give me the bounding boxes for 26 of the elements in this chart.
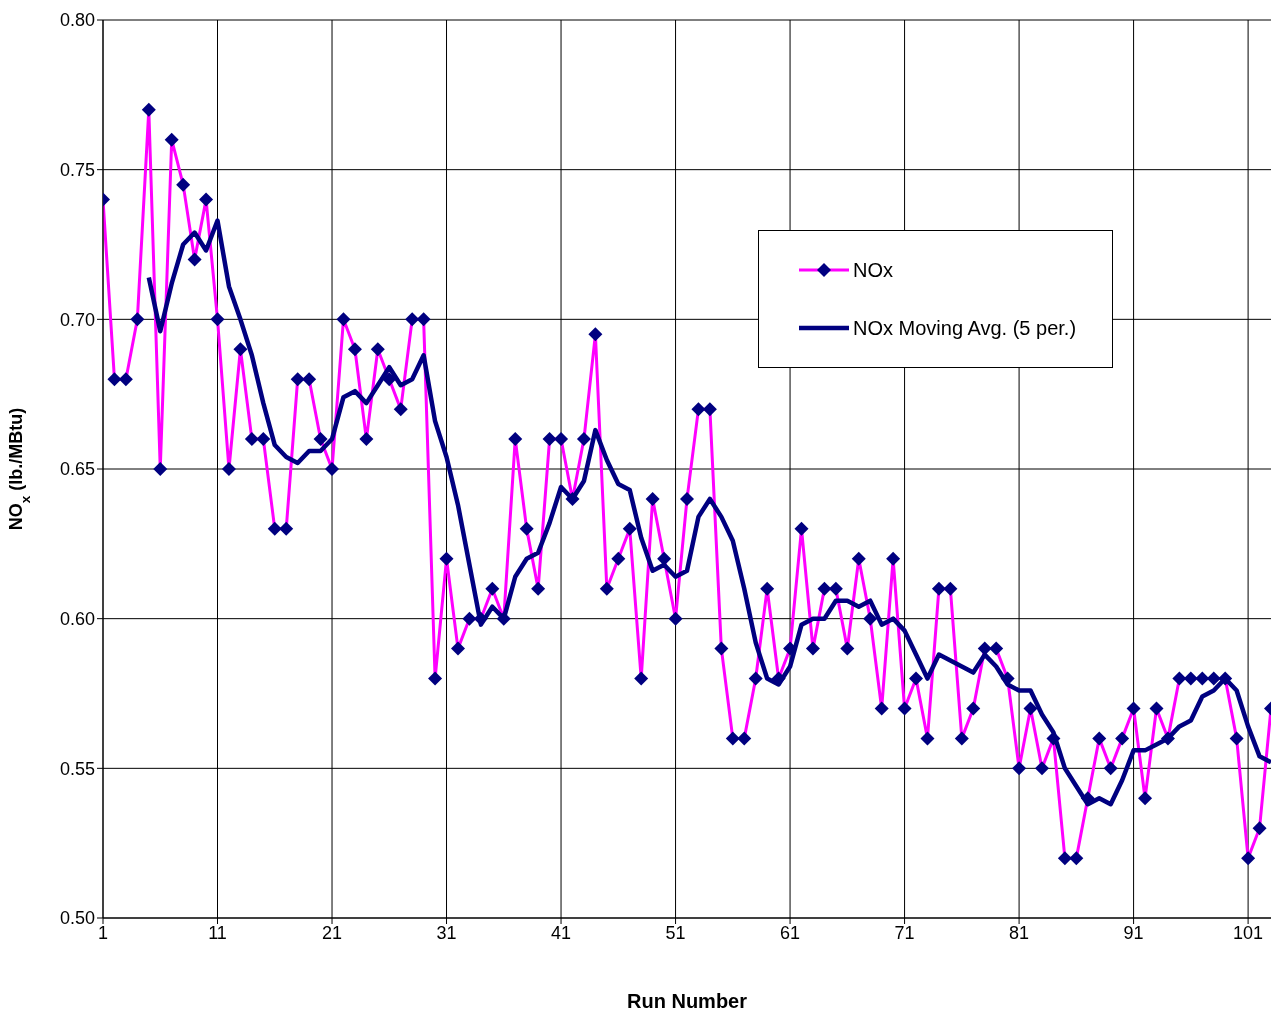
x-tick-label: 11 [208, 922, 227, 943]
point [496, 611, 511, 626]
x-tick-label: 31 [436, 922, 457, 943]
x-tick-label: 91 [1123, 922, 1144, 943]
y-tick-label: 0.55 [59, 758, 95, 779]
x-tick-label: 41 [551, 922, 572, 943]
x-tick-label: 71 [894, 922, 915, 943]
x-tick-label: 81 [1009, 922, 1030, 943]
y-tick-label: 0.60 [59, 609, 95, 630]
point [1160, 731, 1175, 746]
x-tick-label: 1 [97, 922, 109, 943]
x-tick-label: 61 [780, 922, 801, 943]
x-tick-label: 21 [322, 922, 343, 943]
y-tick-label: 0.50 [59, 908, 95, 929]
legend-label: NOx [853, 258, 893, 283]
x-tick-label: 101 [1233, 922, 1264, 943]
x-tick-label: 51 [665, 922, 686, 943]
y-tick-label: 0.65 [59, 459, 95, 480]
y-tick-label: 0.75 [59, 160, 95, 181]
point [1218, 671, 1233, 686]
y-tick-label: 0.80 [59, 10, 95, 31]
legend-label: NOx Moving Avg. (5 per.) [853, 316, 1077, 341]
y-tick-label: 0.70 [59, 309, 95, 330]
x-axis-title: Run Number [627, 990, 748, 1012]
line-series [146, 218, 1271, 807]
point [565, 491, 580, 506]
